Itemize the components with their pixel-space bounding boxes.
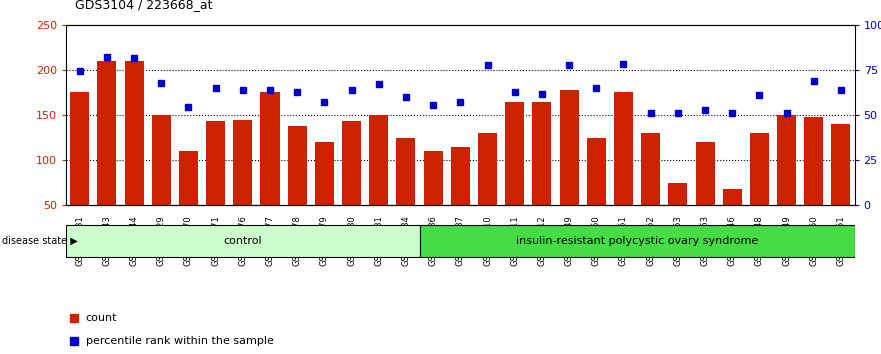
Bar: [722, 189, 742, 205]
Bar: [315, 142, 334, 205]
Bar: [669, 183, 687, 205]
Bar: [369, 115, 389, 205]
Text: control: control: [224, 236, 263, 246]
Bar: [152, 115, 171, 205]
FancyBboxPatch shape: [419, 225, 855, 257]
Text: GDS3104 / 223668_at: GDS3104 / 223668_at: [75, 0, 212, 11]
Bar: [179, 151, 198, 205]
Text: count: count: [85, 313, 117, 323]
Bar: [559, 90, 579, 205]
Bar: [233, 120, 252, 205]
Bar: [832, 124, 850, 205]
Bar: [695, 142, 714, 205]
Bar: [288, 126, 307, 205]
Bar: [804, 117, 824, 205]
Bar: [206, 121, 226, 205]
Bar: [97, 61, 116, 205]
Bar: [505, 102, 524, 205]
Bar: [641, 133, 660, 205]
Bar: [777, 115, 796, 205]
Bar: [614, 92, 633, 205]
Bar: [124, 61, 144, 205]
Bar: [532, 102, 552, 205]
Bar: [587, 138, 606, 205]
Bar: [70, 92, 89, 205]
Bar: [478, 133, 497, 205]
Text: insulin-resistant polycystic ovary syndrome: insulin-resistant polycystic ovary syndr…: [516, 236, 759, 246]
FancyBboxPatch shape: [66, 225, 419, 257]
Bar: [396, 138, 416, 205]
Bar: [261, 92, 279, 205]
Bar: [750, 133, 769, 205]
Bar: [424, 151, 442, 205]
Bar: [342, 121, 361, 205]
Bar: [451, 147, 470, 205]
Text: disease state ▶: disease state ▶: [2, 236, 78, 246]
Text: percentile rank within the sample: percentile rank within the sample: [85, 336, 274, 346]
